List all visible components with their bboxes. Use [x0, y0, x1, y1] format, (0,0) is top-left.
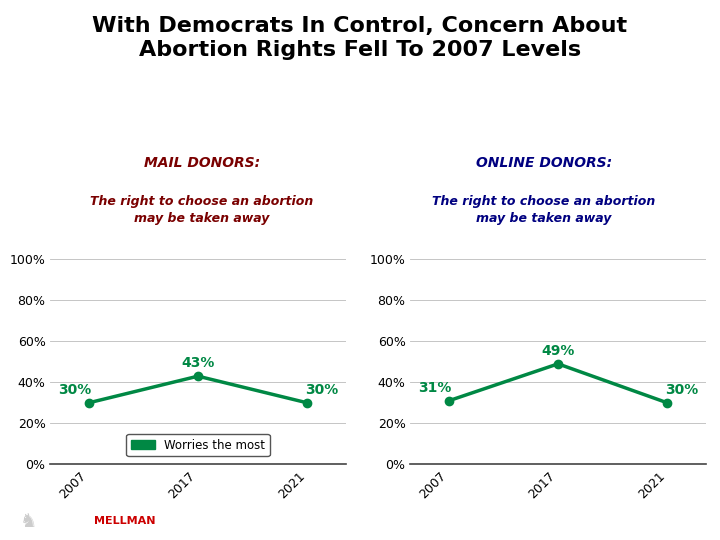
Text: 49%: 49%: [541, 343, 575, 357]
Text: abc: abc: [548, 514, 575, 528]
Legend: Worries the most: Worries the most: [126, 434, 270, 456]
Text: MELLMAN: MELLMAN: [94, 516, 155, 526]
Text: MAIL DONORS:: MAIL DONORS:: [143, 156, 260, 170]
Text: 33: 33: [685, 514, 704, 528]
Text: 31%: 31%: [418, 381, 451, 395]
Text: The right to choose an abortion
may be taken away: The right to choose an abortion may be t…: [90, 195, 313, 225]
Text: The right to choose an abortion
may be taken away: The right to choose an abortion may be t…: [432, 195, 655, 225]
Text: ONLINE DONORS:: ONLINE DONORS:: [475, 156, 612, 170]
Text: 43%: 43%: [181, 356, 215, 370]
Text: 30%: 30%: [305, 383, 338, 397]
Text: 30%: 30%: [665, 383, 698, 397]
Text: GROUP: GROUP: [187, 516, 228, 526]
Text: DIRECT: DIRECT: [593, 516, 638, 526]
Text: ♞: ♞: [20, 511, 37, 531]
Text: With Democrats In Control, Concern About
Abortion Rights Fell To 2007 Levels: With Democrats In Control, Concern About…: [92, 16, 628, 60]
Text: THE: THE: [58, 516, 81, 526]
Text: 30%: 30%: [58, 383, 91, 397]
